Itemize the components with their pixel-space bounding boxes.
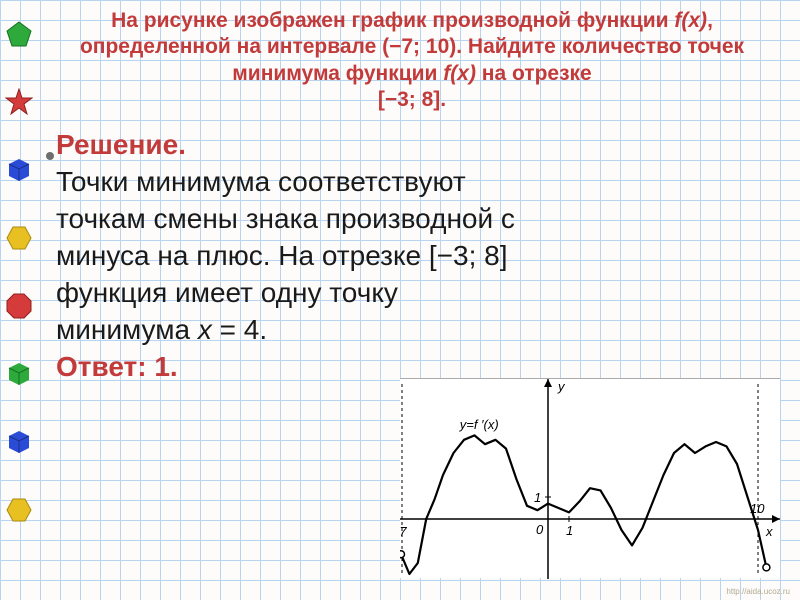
- cube-icon: [5, 360, 33, 388]
- title-fx2: f(x): [443, 62, 476, 85]
- solution-line-4: функция имеет одну точку: [56, 277, 398, 308]
- solution-line-5b: = 4.: [212, 314, 267, 345]
- watermark: http://aida.ucoz.ru: [726, 587, 790, 596]
- hexagon-icon: [5, 224, 33, 252]
- svg-text:y=f ′(x): y=f ′(x): [459, 417, 499, 432]
- pentagon-icon: [5, 20, 33, 48]
- derivative-chart: 011-710yxy=f ′(x): [400, 378, 780, 578]
- svg-text:y: y: [557, 379, 566, 394]
- decorative-shapes-column: [2, 20, 36, 524]
- solution-heading: Решение.: [56, 129, 186, 160]
- title-text-1: На рисунке изображен график производной …: [111, 9, 668, 32]
- star-icon: [5, 88, 33, 116]
- solution-line-2: точкам смены знака производной с: [56, 203, 515, 234]
- svg-text:x: x: [765, 524, 773, 539]
- title-text-3b: на отрезке: [476, 62, 592, 85]
- solution-line-1: Точки минимума соответствуют: [56, 166, 466, 197]
- cube-icon: [5, 428, 33, 456]
- title-text-4: [−3; 8].: [378, 88, 446, 111]
- title-fx: f(x): [674, 9, 707, 32]
- problem-title: На рисунке изображен график производной …: [42, 8, 782, 127]
- hexagon-icon: [5, 496, 33, 524]
- solution-block: Решение. Точки минимума соответствуют то…: [42, 127, 782, 386]
- svg-text:1: 1: [566, 523, 573, 538]
- chart-svg: 011-710yxy=f ′(x): [400, 379, 780, 579]
- svg-text:0: 0: [536, 522, 544, 537]
- bullet-icon: [46, 152, 54, 160]
- svg-text:1: 1: [534, 490, 541, 505]
- solution-var: x: [198, 314, 212, 345]
- cube-icon: [5, 156, 33, 184]
- octagon-icon: [5, 292, 33, 320]
- solution-line-3: минуса на плюс. На отрезке [−3; 8]: [56, 240, 508, 271]
- main-content: На рисунке изображен график производной …: [42, 8, 782, 386]
- solution-line-5a: минимума: [56, 314, 198, 345]
- svg-text:-7: -7: [400, 524, 407, 539]
- solution-answer: Ответ: 1.: [56, 351, 178, 382]
